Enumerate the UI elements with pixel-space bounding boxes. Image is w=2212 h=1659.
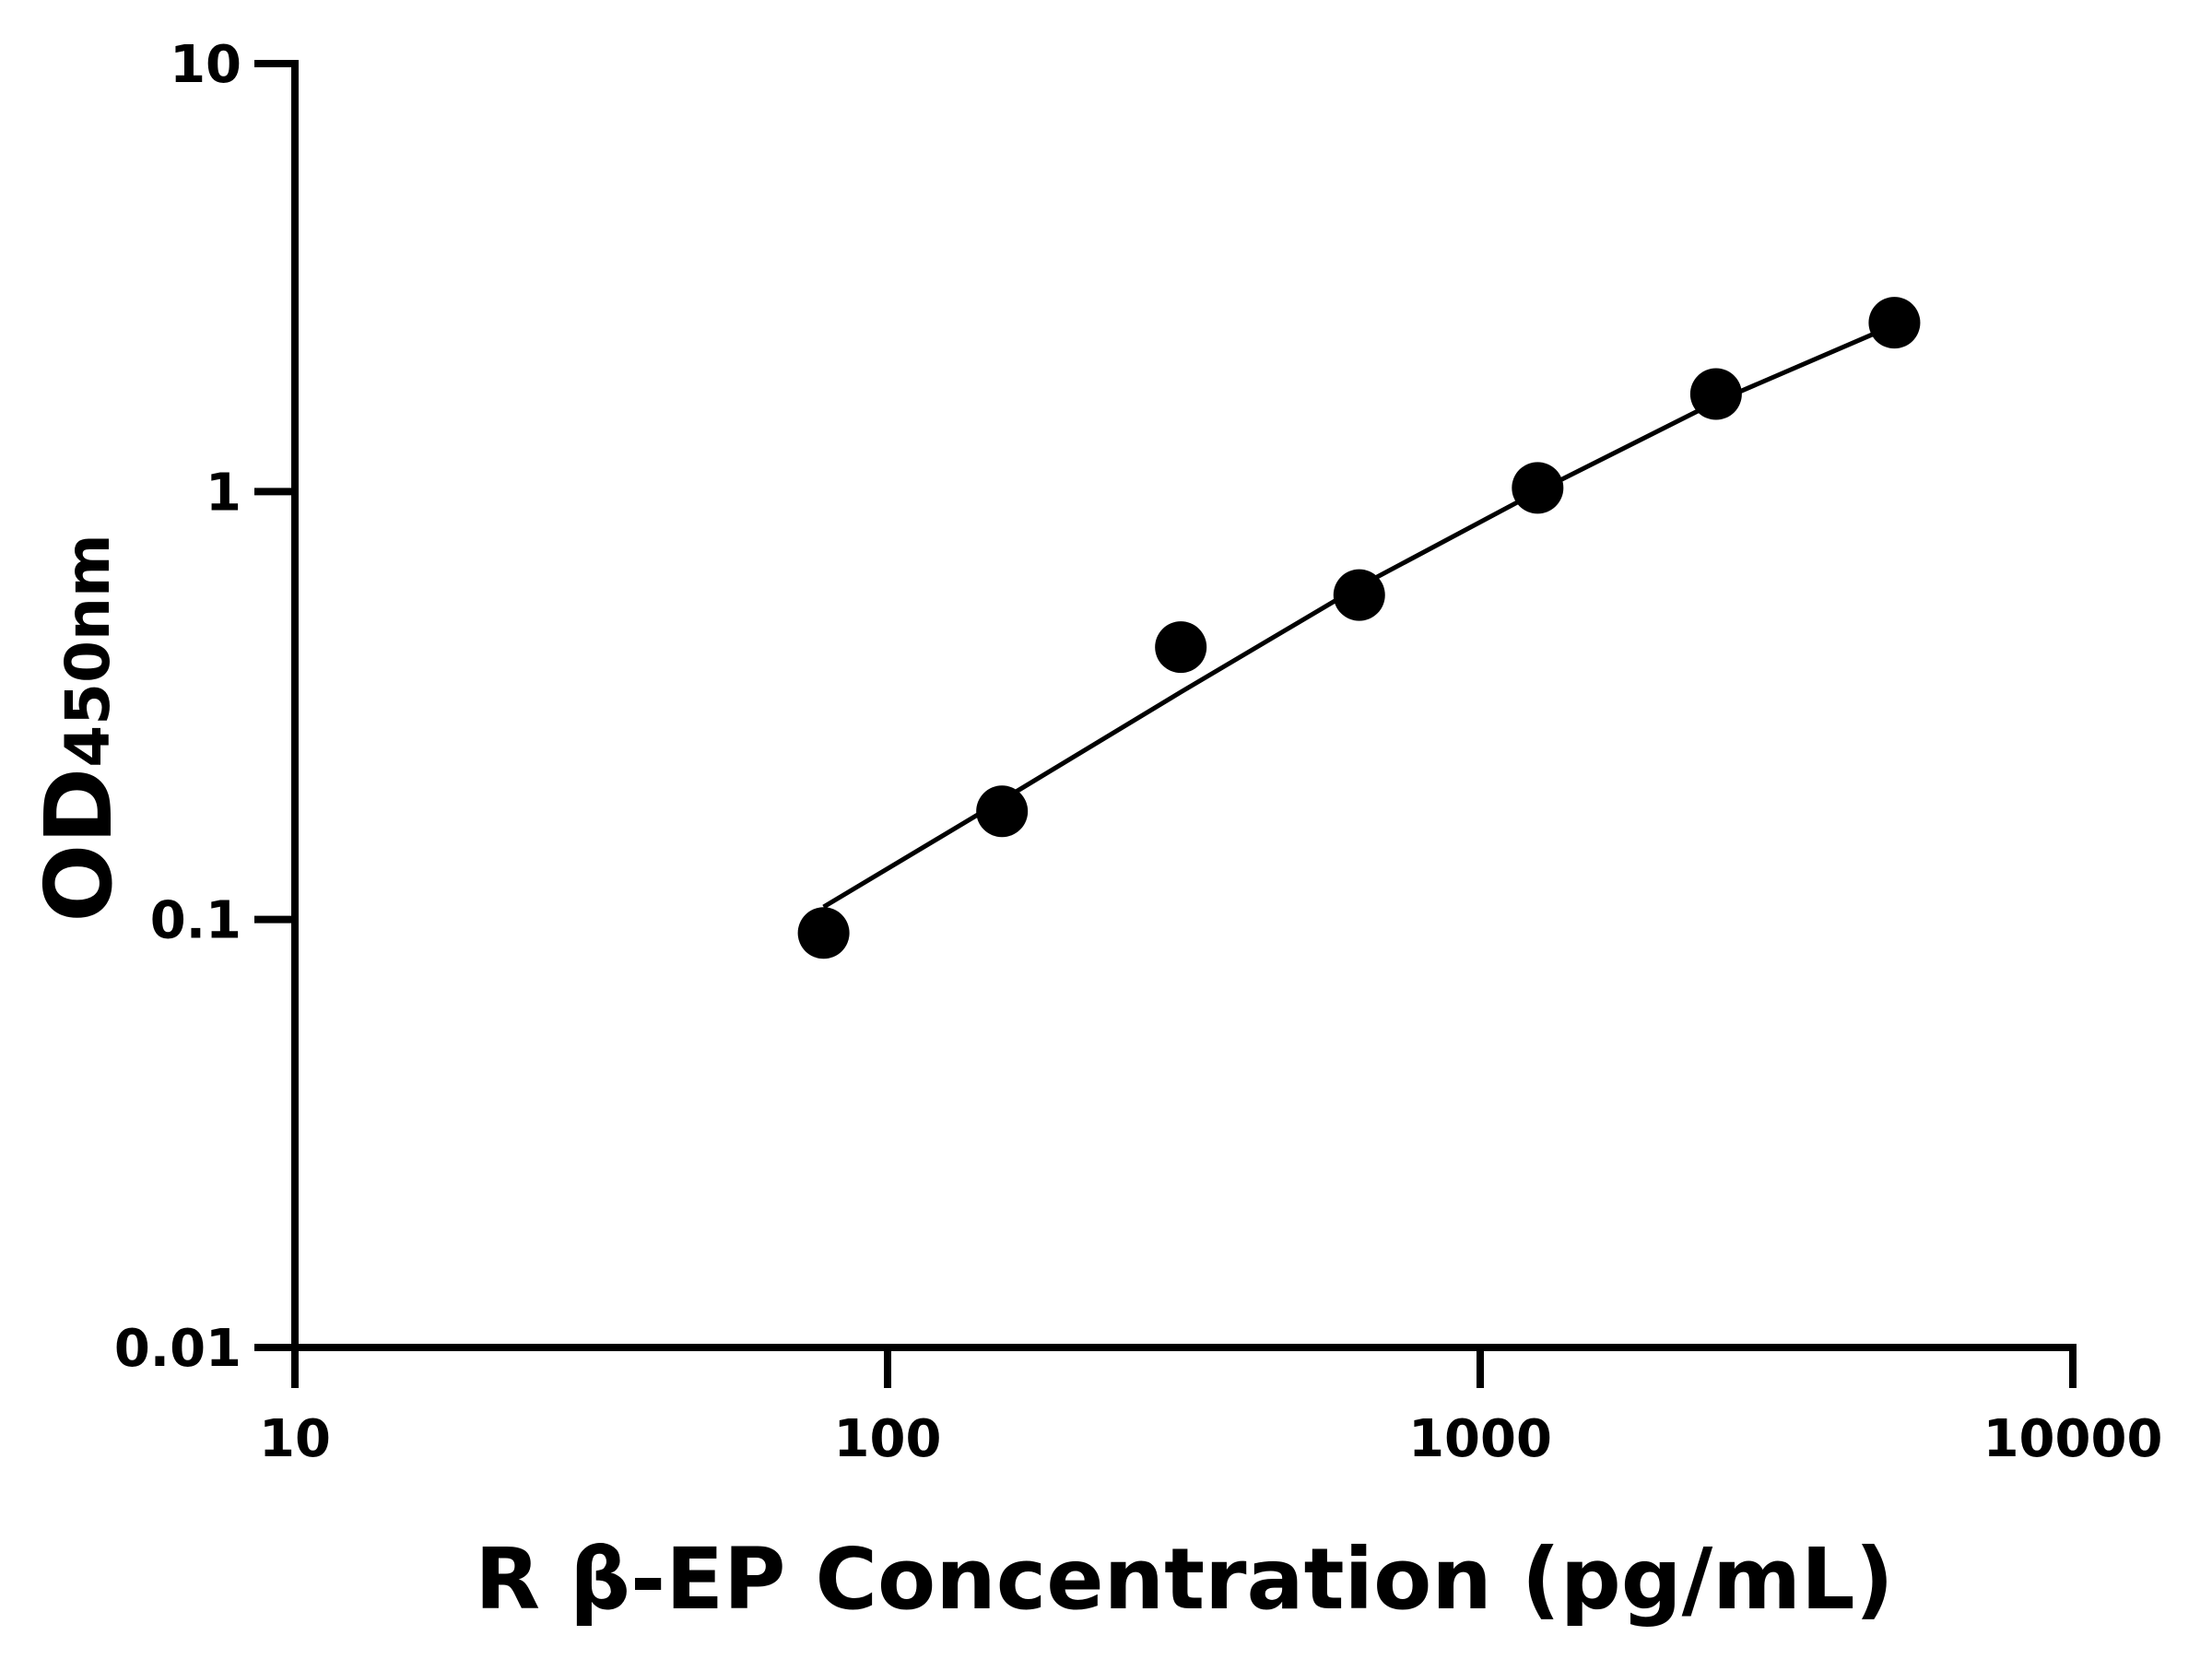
- y-tick-label: 1: [206, 463, 241, 523]
- x-tick-label: 1000: [1408, 1409, 1552, 1469]
- tick-labels: 10 100 1000 10000 0.01 0.1 1 10: [114, 35, 2163, 1469]
- y-tick-label: 0.01: [114, 1319, 241, 1379]
- y-axis-label-sub: 450nm: [53, 534, 124, 768]
- data-point: [1689, 368, 1742, 420]
- data-point: [976, 785, 1029, 838]
- y-tick-label: 0.1: [150, 891, 241, 951]
- y-axis-label: OD450nm: [25, 534, 133, 923]
- data-point: [797, 907, 850, 959]
- x-tick-label: 10000: [1983, 1409, 2163, 1469]
- y-tick-label: 10: [170, 35, 241, 95]
- y-axis-label-main: OD: [25, 768, 133, 923]
- data-point: [1512, 462, 1564, 514]
- data-point: [1868, 297, 1921, 349]
- data-point: [1333, 569, 1385, 621]
- x-axis-label: R β-EP Concentration (pg/mL): [475, 1530, 1893, 1629]
- x-tick-label: 100: [834, 1409, 942, 1469]
- x-tick-label: 10: [259, 1409, 331, 1469]
- axes: [254, 60, 2077, 1388]
- data-points: [797, 297, 1921, 959]
- data-point: [1155, 621, 1207, 674]
